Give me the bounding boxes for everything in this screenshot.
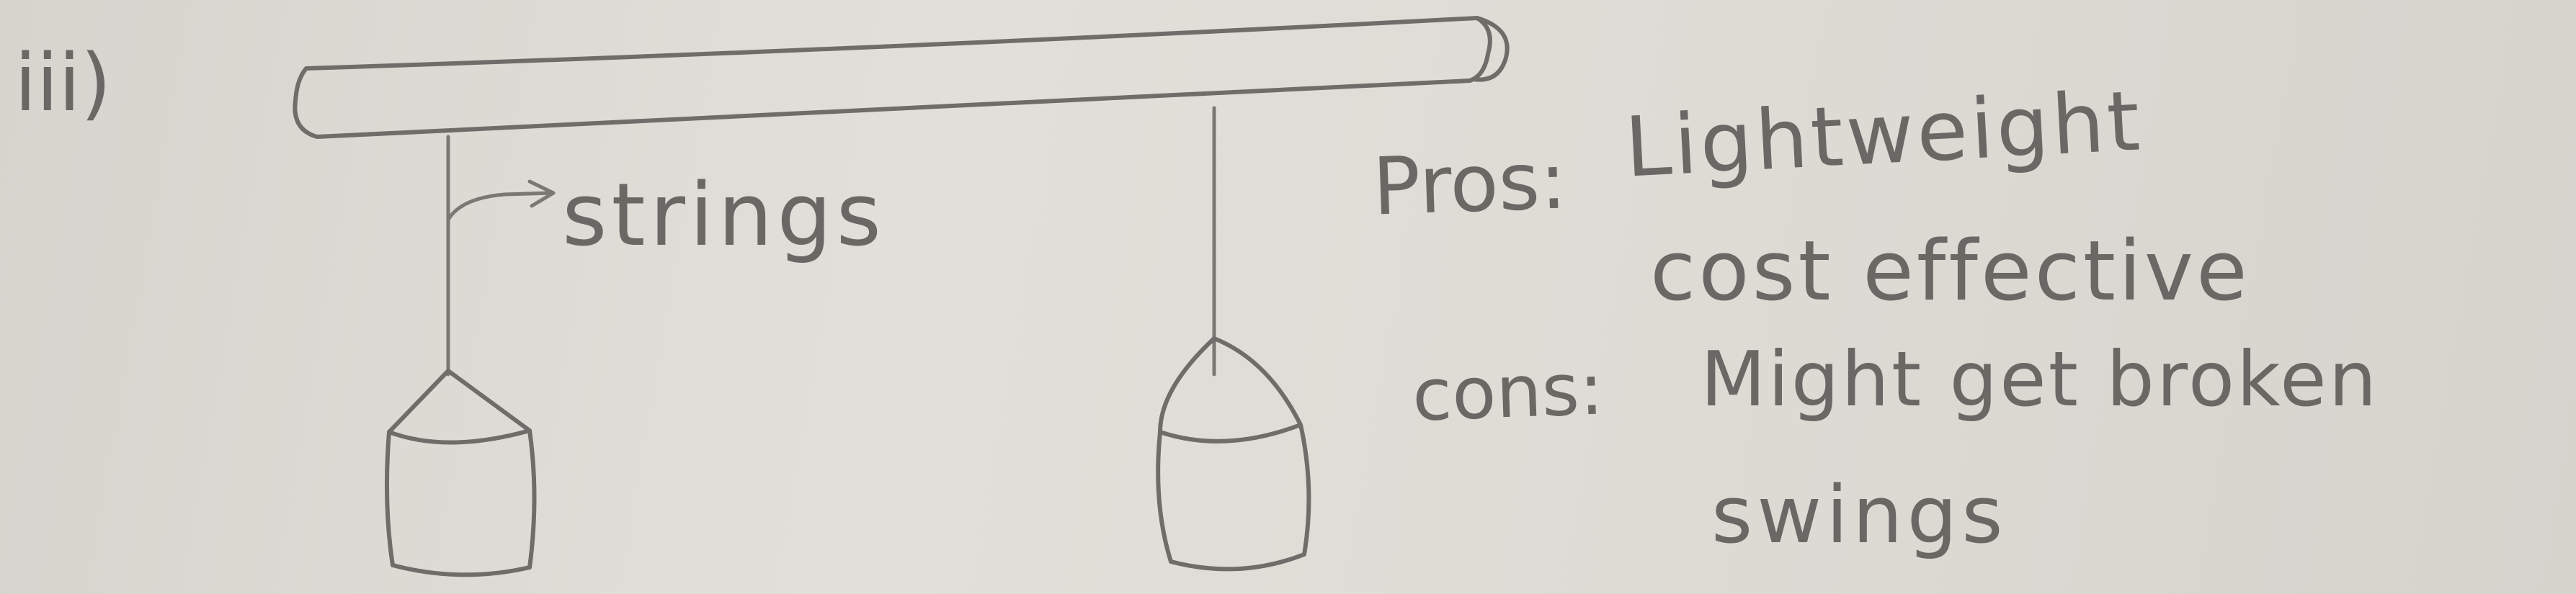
cons-item: Might get broken [1701,336,2379,423]
left-pan [384,369,537,577]
right-pan [1156,336,1311,572]
string-pointer-arrow [446,179,556,222]
strings-label: strings [562,166,886,266]
cons-heading: cons: [1411,346,1605,438]
pros-item: cost effective [1650,223,2250,320]
question-label: iii) [14,37,112,129]
cons-item: swings [1711,469,2007,561]
support-beam [293,16,1492,139]
beam-end-cap [1471,16,1510,82]
pros-heading: Pros: [1371,134,1569,233]
